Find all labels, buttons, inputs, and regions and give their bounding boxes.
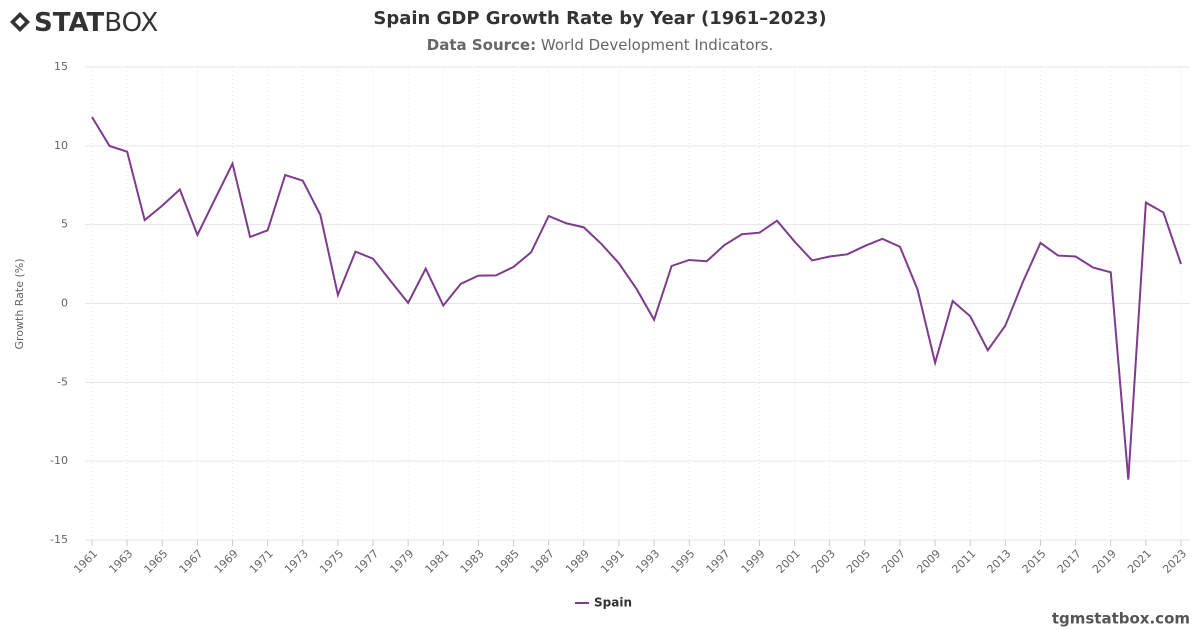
x-tick-label: 1995 [668,547,697,576]
x-tick-label: 2015 [1020,547,1049,576]
x-tick-label: 1971 [247,547,276,576]
x-tick-label: 2019 [1090,547,1119,576]
x-tick-label: 2001 [774,547,803,576]
x-tick-label: 2009 [914,547,943,576]
x-tick-label: 1989 [563,547,592,576]
y-tick-label: 5 [61,218,68,231]
x-tick-label: 1993 [633,547,662,576]
logo-icon [10,12,30,32]
x-tick-label: 1987 [528,547,557,576]
x-tick-label: 2023 [1160,547,1189,576]
x-tick-label: 1965 [142,547,171,576]
x-tick-label: 1969 [212,547,241,576]
x-tick-label: 1985 [493,547,522,576]
logo-text: STATBOX [34,8,158,38]
y-tick-label: -15 [50,533,68,546]
x-tick-label: 1981 [423,547,452,576]
x-tick-label: 1973 [282,547,311,576]
x-tick-label: 2003 [809,547,838,576]
x-tick-label: 1983 [458,547,487,576]
x-tick-label: 1975 [317,547,346,576]
legend-label: Spain [594,596,632,610]
chart-subtitle: Data Source: World Development Indicator… [427,36,774,54]
series-line [91,116,1182,480]
y-tick-label: 0 [61,297,68,310]
subtitle-text: World Development Indicators. [541,36,773,54]
footer: tgmstatbox.com [1052,610,1190,628]
x-tick-label: 1963 [106,547,135,576]
y-tick-label: 10 [54,139,68,152]
x-tick-label: 1999 [739,547,768,576]
x-tick-label: 1979 [387,547,416,576]
y-tick-label: 15 [54,60,68,73]
x-tick-label: 1961 [71,547,100,576]
subtitle-label: Data Source: [427,36,536,54]
y-tick-label: -5 [57,375,68,388]
logo: STATBOX [10,8,158,38]
y-axis-title: Growth Rate (%) [13,258,26,349]
chart-title: Spain GDP Growth Rate by Year (1961–2023… [373,8,826,29]
x-tick-label: 1977 [352,547,381,576]
logo-light: BOX [104,8,158,38]
x-tick-label: 2011 [949,547,978,576]
x-tick-label: 2005 [844,547,873,576]
logo-bold: STAT [34,8,105,38]
x-tick-label: 2017 [1055,547,1084,576]
y-tick-label: -10 [50,454,68,467]
x-tick-label: 2013 [985,547,1014,576]
x-tick-label: 1997 [704,547,733,576]
x-tick-label: 1991 [598,547,627,576]
x-tick-label: 1967 [177,547,206,576]
x-tick-label: 2021 [1125,547,1154,576]
x-tick-label: 2007 [879,547,908,576]
